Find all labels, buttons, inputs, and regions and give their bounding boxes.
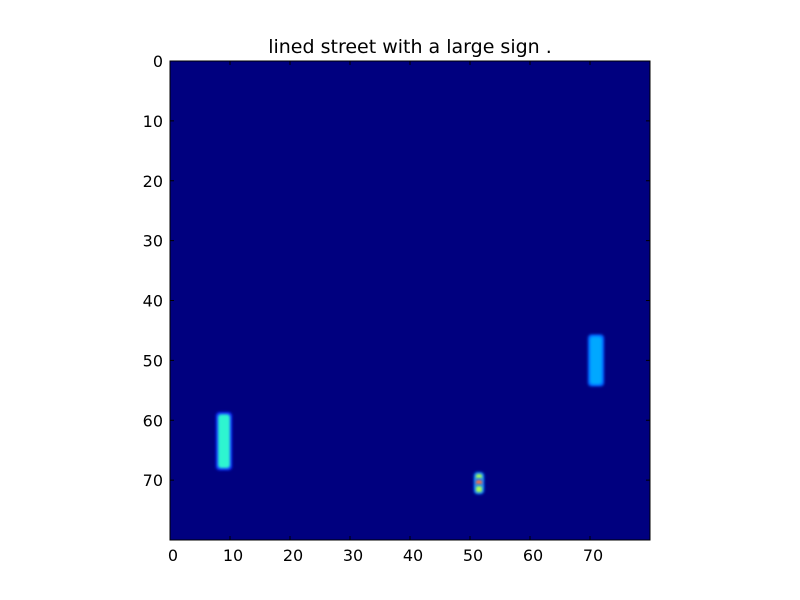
hotspot-core-4 <box>476 486 482 493</box>
chart-title: lined street with a large sign . <box>268 36 552 58</box>
y-tick-label-1: 10 <box>143 112 163 131</box>
x-axis: 0 10 20 30 40 50 60 70 <box>168 61 603 565</box>
x-tick-label-0: 0 <box>168 546 178 565</box>
y-tick-label-7: 70 <box>143 471 163 490</box>
y-tick-label-5: 50 <box>143 351 163 370</box>
x-tick-label-7: 70 <box>583 546 603 565</box>
y-tick-label-4: 40 <box>143 292 163 311</box>
hotspot-core-0 <box>218 414 230 469</box>
x-tick-label-3: 30 <box>343 546 363 565</box>
x-tick-label-5: 50 <box>463 546 483 565</box>
x-tick-label-6: 60 <box>523 546 543 565</box>
x-tick-label-1: 10 <box>223 546 243 565</box>
y-tick-label-2: 20 <box>143 172 163 191</box>
y-tick-label-3: 30 <box>143 232 163 251</box>
heatmap-background <box>170 61 650 540</box>
x-tick-label-2: 20 <box>283 546 303 565</box>
y-axis: 0 10 20 30 40 50 60 70 <box>143 52 650 490</box>
heatmap-hotspots <box>215 334 605 495</box>
hotspot-core-1 <box>590 336 602 385</box>
x-tick-label-4: 40 <box>403 546 423 565</box>
y-tick-label-0: 0 <box>153 52 163 71</box>
y-tick-label-6: 60 <box>143 411 163 430</box>
